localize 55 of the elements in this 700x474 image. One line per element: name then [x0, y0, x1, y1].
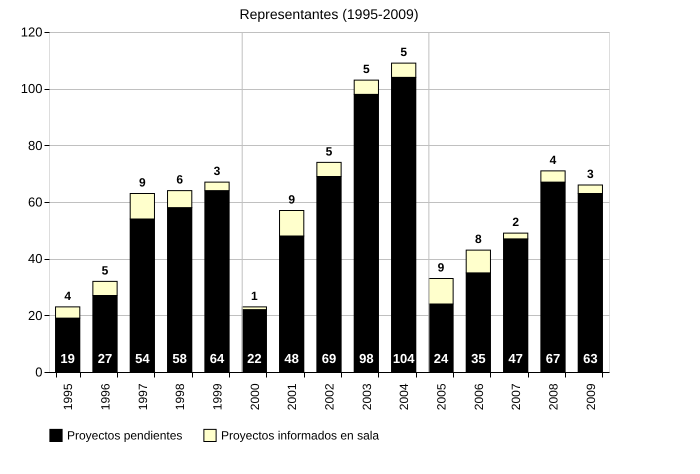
x-tick-label: 1996 — [98, 383, 112, 410]
data-label: 5 — [326, 144, 333, 158]
data-label: 9 — [138, 176, 146, 190]
x-tick-label: 2008 — [546, 383, 560, 410]
data-label: 5 — [362, 62, 370, 76]
x-tick-label: 2001 — [285, 383, 300, 410]
y-tick-label: 20 — [28, 308, 42, 323]
x-tick-label: 2004 — [397, 383, 412, 410]
x-tick-label: 2006 — [472, 383, 486, 410]
x-tick-label: 2000 — [248, 383, 262, 410]
data-label: 22 — [247, 351, 262, 366]
data-label: 104 — [392, 351, 416, 366]
data-label: 27 — [98, 351, 112, 366]
data-label: 35 — [471, 351, 486, 366]
x-tick-label: 2005 — [434, 383, 448, 410]
legend-label: Proyectos pendientes — [67, 428, 182, 442]
x-tick-label: 1997 — [136, 383, 150, 410]
y-tick-label: 0 — [35, 364, 42, 380]
y-tick-label: 100 — [20, 81, 42, 96]
x-tick-label: 2003 — [360, 383, 374, 410]
data-label: 48 — [284, 351, 299, 366]
data-label: 98 — [359, 351, 374, 366]
data-label: 19 — [60, 351, 75, 366]
data-label: 3 — [214, 164, 221, 178]
data-label: 5 — [102, 263, 109, 278]
data-label: 4 — [550, 152, 557, 167]
data-label: 4 — [64, 288, 72, 303]
data-label: 63 — [583, 351, 598, 366]
data-label: 2 — [512, 215, 520, 230]
data-label: 64 — [210, 351, 225, 366]
y-tick-label: 60 — [28, 194, 42, 210]
data-label: 5 — [400, 45, 408, 60]
data-label: 54 — [135, 351, 150, 366]
x-tick-label: 2002 — [322, 383, 336, 410]
y-tick-label: 40 — [28, 251, 42, 266]
data-label: 1 — [250, 288, 258, 303]
data-label: 67 — [546, 351, 560, 366]
x-tick-label: 2009 — [584, 383, 598, 410]
data-label: 3 — [586, 167, 594, 181]
data-label: 6 — [176, 172, 184, 187]
x-tick-label: 1995 — [61, 383, 76, 410]
data-label: 58 — [172, 351, 187, 366]
data-label: 9 — [438, 260, 445, 274]
data-label: 24 — [434, 351, 449, 366]
legend-label: Proyectos informados en sala — [221, 428, 380, 442]
data-label: 9 — [288, 192, 296, 206]
data-label: 47 — [508, 351, 523, 366]
y-tick-label: 80 — [28, 138, 42, 153]
x-tick-label: 2007 — [509, 383, 524, 410]
data-label: 8 — [474, 232, 482, 246]
data-label: 69 — [322, 351, 336, 366]
x-tick-label: 1999 — [210, 383, 224, 410]
y-tick-label: 120 — [20, 24, 42, 40]
x-tick-label: 1998 — [173, 383, 188, 410]
chart-title: Representantes (1995-2009) — [239, 6, 419, 22]
